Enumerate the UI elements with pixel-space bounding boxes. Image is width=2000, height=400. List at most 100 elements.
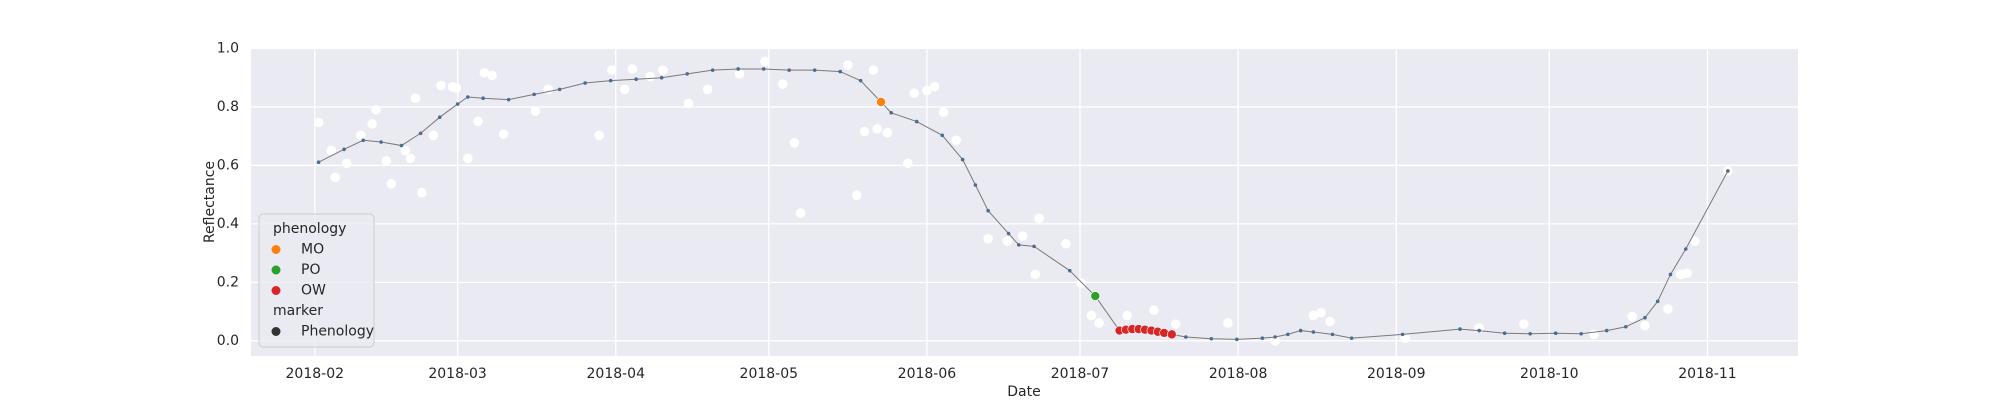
- smoothed-point: [1458, 327, 1462, 331]
- smoothed-point: [399, 143, 404, 148]
- legend-label: PO: [301, 262, 320, 278]
- smoothed-point: [437, 115, 442, 119]
- observation-point: [619, 84, 630, 95]
- legend-marker: [271, 286, 281, 295]
- observation-point: [760, 56, 770, 67]
- smoothed-point: [973, 183, 978, 187]
- smoothed-point: [342, 147, 346, 152]
- x-tick-label: 2018-07: [1051, 366, 1110, 382]
- observation-point: [436, 80, 446, 91]
- observation-point: [1017, 231, 1028, 241]
- smoothed-point: [1067, 268, 1072, 273]
- smoothed-point: [316, 160, 321, 165]
- smoothed-point: [481, 96, 485, 100]
- observation-point: [859, 126, 870, 137]
- observation-point: [951, 135, 962, 146]
- smoothed-point: [787, 68, 791, 72]
- x-tick-label: 2018-09: [1367, 366, 1426, 382]
- x-tick-label: 2018-11: [1678, 366, 1737, 382]
- smoothed-line: [318, 68, 1729, 340]
- observation-point: [872, 124, 882, 134]
- observation-point: [341, 158, 352, 169]
- y-tick-label: 0.8: [217, 99, 239, 115]
- smoothed-point: [889, 111, 894, 115]
- observation-point: [882, 127, 893, 138]
- observation-point: [594, 130, 604, 141]
- observation-point: [1589, 329, 1599, 340]
- plot-background: [251, 48, 1798, 356]
- smoothed-point: [466, 95, 470, 99]
- observation-point: [479, 67, 490, 78]
- observation-point: [929, 81, 940, 92]
- observation-point: [410, 93, 421, 103]
- smoothed-point: [1032, 244, 1036, 249]
- x-axis-label: Date: [1007, 384, 1040, 400]
- observation-point: [313, 117, 324, 128]
- smoothed-point: [1643, 315, 1647, 320]
- observation-point: [487, 70, 497, 81]
- observation-point: [851, 190, 862, 201]
- observation-point: [683, 98, 694, 109]
- smoothed-point: [1209, 336, 1214, 341]
- observation-point: [326, 145, 337, 156]
- smoothed-point: [1655, 299, 1660, 304]
- observation-point: [1518, 319, 1529, 329]
- observation-point: [530, 106, 541, 116]
- legend-label: Phenology: [301, 324, 374, 340]
- smoothed-point: [1311, 330, 1316, 334]
- observation-point: [1682, 268, 1692, 279]
- observation-point: [627, 64, 638, 74]
- observation-point: [702, 84, 713, 95]
- x-tick-label: 2018-02: [286, 366, 345, 382]
- y-tick-label: 0.4: [217, 216, 239, 232]
- observation-point: [1034, 213, 1044, 224]
- observation-point: [463, 153, 473, 164]
- smoothed-point: [1235, 337, 1239, 342]
- legend-frame: [258, 213, 375, 348]
- smoothed-point: [506, 97, 511, 102]
- observation-point: [1061, 238, 1071, 249]
- smoothed-point: [710, 68, 715, 72]
- smoothed-point: [940, 133, 945, 138]
- observation-point: [1170, 319, 1181, 329]
- smoothed-point: [1006, 231, 1011, 236]
- observation-point: [428, 130, 439, 141]
- legend-label: MO: [301, 242, 324, 258]
- smoothed-point: [583, 81, 587, 85]
- smoothed-point: [455, 102, 460, 106]
- phenology-point: [876, 97, 886, 107]
- observation-point: [795, 208, 806, 218]
- smoothed-point: [1502, 331, 1507, 336]
- smoothed-point: [1330, 332, 1335, 337]
- observation-point: [417, 187, 427, 198]
- observation-point: [922, 85, 932, 96]
- observation-point: [1086, 310, 1097, 321]
- observation-point: [1076, 278, 1087, 289]
- legend-marker: [271, 327, 281, 336]
- observation-point: [400, 145, 411, 156]
- smoothed-point: [1579, 331, 1583, 336]
- smoothed-point: [608, 78, 613, 83]
- observation-point: [498, 129, 509, 139]
- smoothed-point: [685, 72, 689, 76]
- observation-point: [405, 153, 416, 164]
- observation-point: [983, 233, 993, 244]
- smoothed-point: [557, 87, 562, 92]
- observation-point: [843, 60, 853, 70]
- observation-point: [355, 130, 366, 141]
- observation-point: [658, 65, 668, 75]
- observation-point: [451, 83, 462, 93]
- observation-point: [909, 88, 919, 99]
- smoothed-point: [1477, 328, 1481, 333]
- observation-point: [1663, 304, 1673, 314]
- observation-point: [1640, 320, 1650, 331]
- smoothed-point: [1683, 247, 1688, 251]
- smoothed-point: [659, 75, 664, 80]
- observation-point: [607, 65, 617, 75]
- observation-point: [1030, 269, 1041, 280]
- smoothed-point: [1553, 331, 1558, 336]
- y-tick-label: 0.0: [217, 333, 239, 349]
- observation-point: [473, 116, 483, 127]
- x-tick-label: 2018-10: [1520, 366, 1579, 382]
